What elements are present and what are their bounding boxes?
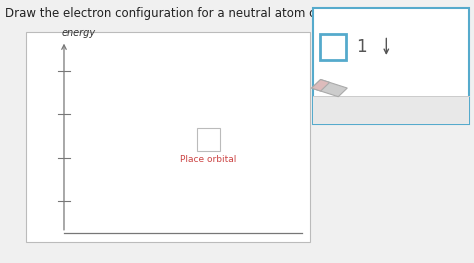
Text: Draw the electron configuration for a neutral atom of magnesium.: Draw the electron configuration for a ne… (5, 7, 397, 19)
Text: ?: ? (390, 103, 397, 117)
Polygon shape (311, 79, 347, 97)
Bar (320, 34, 346, 60)
Text: energy: energy (62, 28, 96, 38)
Text: ↺: ↺ (356, 103, 366, 117)
Bar (313, 8, 469, 124)
Bar (313, 96, 469, 124)
Bar (197, 128, 220, 150)
Text: ×: × (324, 103, 335, 117)
Text: 1: 1 (356, 38, 366, 56)
Text: Place orbital: Place orbital (181, 155, 237, 164)
Polygon shape (311, 79, 329, 91)
Bar (26, 32, 310, 242)
